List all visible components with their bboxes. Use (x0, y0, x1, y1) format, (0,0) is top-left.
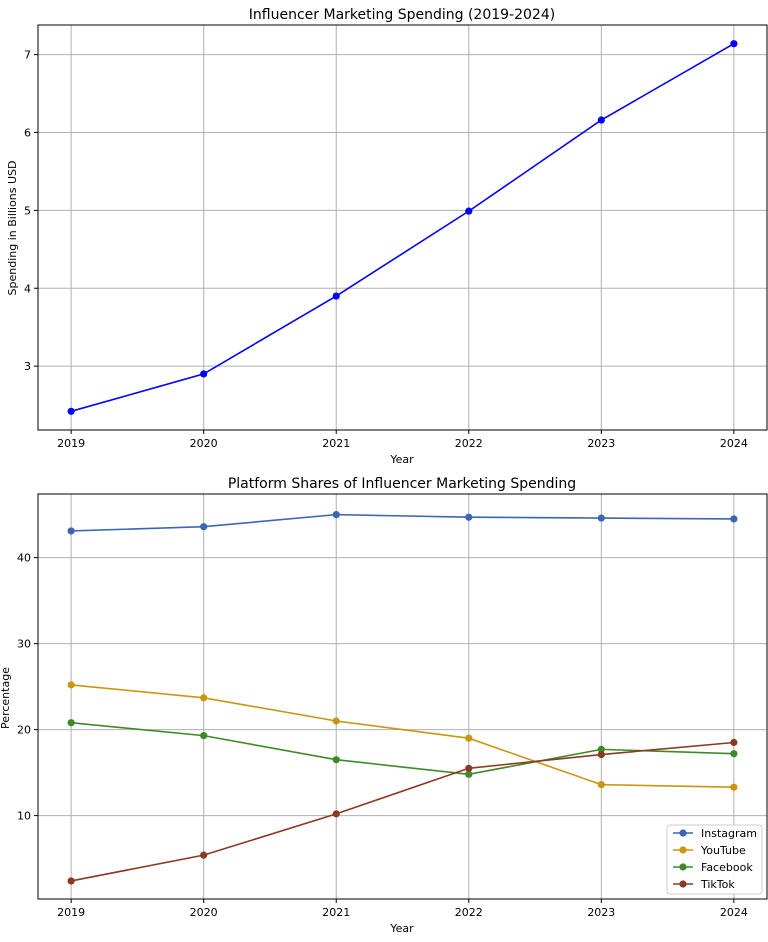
series-line-facebook (71, 721, 734, 776)
data-point-spending (200, 370, 208, 378)
plot-frame (37, 493, 768, 900)
data-point-facebook (597, 745, 605, 753)
x-tick-label: 2024 (720, 437, 748, 450)
data-point-instagram (67, 527, 75, 535)
x-tick-label: 2023 (587, 437, 615, 450)
data-point-instagram (465, 513, 473, 521)
data-point-tiktok (730, 738, 738, 747)
chart-title: Platform Shares of Influencer Marketing … (228, 476, 576, 492)
grid (38, 25, 767, 430)
series-line-youtube (71, 684, 734, 789)
y-tick-label: 6 (24, 126, 31, 139)
series-line-tiktok (70, 741, 734, 882)
legend-marker-tiktok (679, 880, 687, 888)
data-point-instagram (730, 515, 738, 523)
legend-box (666, 824, 763, 895)
data-point-youtube (332, 717, 340, 725)
platform-shares-chart: Platform Shares of Influencer Marketing … (0, 476, 768, 935)
legend-label-instagram: Instagram (701, 827, 757, 840)
x-axis-label: Year (389, 922, 414, 935)
data-point-facebook (332, 756, 340, 764)
data-point-youtube (200, 694, 208, 702)
axis-ticks: 2019 2020 2021 2022 2023 2024 3 4 5 6 7 (24, 49, 748, 450)
x-tick-label: 2023 (587, 906, 615, 919)
grid (38, 494, 767, 899)
spending-chart: Influencer Marketing Spending (2019-2024… (6, 7, 768, 466)
series-line-spending (70, 42, 735, 413)
series-line-instagram (71, 513, 734, 532)
x-tick-label: 2022 (455, 906, 483, 919)
y-axis-label: Percentage (0, 667, 12, 729)
x-tick-label: 2021 (322, 437, 350, 450)
x-tick-label: 2020 (190, 906, 218, 919)
y-tick-label: 5 (24, 204, 31, 217)
data-point-spending (465, 207, 473, 215)
legend-label-tiktok: TikTok (700, 878, 735, 891)
data-point-spending (67, 407, 75, 415)
x-tick-label: 2019 (57, 437, 85, 450)
y-tick-label: 30 (17, 638, 31, 651)
data-point-youtube (465, 734, 473, 742)
data-point-instagram (200, 523, 208, 531)
data-point-facebook (200, 732, 208, 740)
y-tick-label: 3 (24, 360, 31, 373)
y-tick-label: 40 (17, 552, 31, 565)
data-point-spending (597, 116, 605, 124)
legend-label-youtube: YouTube (700, 844, 746, 857)
x-tick-label: 2020 (190, 437, 218, 450)
data-point-tiktok (67, 877, 75, 885)
data-point-instagram (332, 511, 340, 519)
data-point-facebook (67, 719, 75, 727)
data-point-youtube (597, 781, 605, 789)
x-tick-label: 2021 (322, 906, 350, 919)
data-point-tiktok (597, 750, 605, 759)
data-point-spending (332, 292, 340, 300)
legend-marker-youtube (679, 846, 687, 854)
plot-frame (37, 24, 768, 431)
legend-marker-facebook (679, 863, 687, 871)
data-point-instagram (597, 514, 605, 522)
legend: Instagram YouTube Facebook TikTok (666, 824, 763, 895)
chart-title: Influencer Marketing Spending (2019-2024… (249, 7, 555, 23)
data-point-youtube (67, 681, 75, 689)
data-point-tiktok (465, 764, 473, 772)
y-axis-label: Spending in Billions USD (6, 161, 19, 296)
y-tick-label: 20 (17, 724, 31, 737)
data-point-tiktok (200, 851, 208, 859)
y-tick-label: 7 (24, 49, 31, 62)
x-tick-label: 2022 (455, 437, 483, 450)
plot-area (67, 511, 738, 885)
y-tick-label: 4 (24, 282, 31, 295)
x-axis-label: Year (389, 453, 414, 466)
data-point-facebook (730, 750, 738, 758)
legend-label-facebook: Facebook (701, 861, 753, 874)
y-tick-label: 10 (17, 810, 31, 823)
data-point-spending (730, 40, 738, 48)
x-tick-label: 2024 (720, 906, 748, 919)
plot-area (67, 40, 738, 415)
data-point-tiktok (332, 810, 340, 818)
legend-marker-instagram (679, 829, 687, 837)
axis-ticks: 2019 2020 2021 2022 2023 2024 10 20 30 40 (17, 552, 748, 919)
data-point-facebook (465, 770, 473, 778)
data-point-youtube (730, 783, 738, 791)
x-tick-label: 2019 (57, 906, 85, 919)
